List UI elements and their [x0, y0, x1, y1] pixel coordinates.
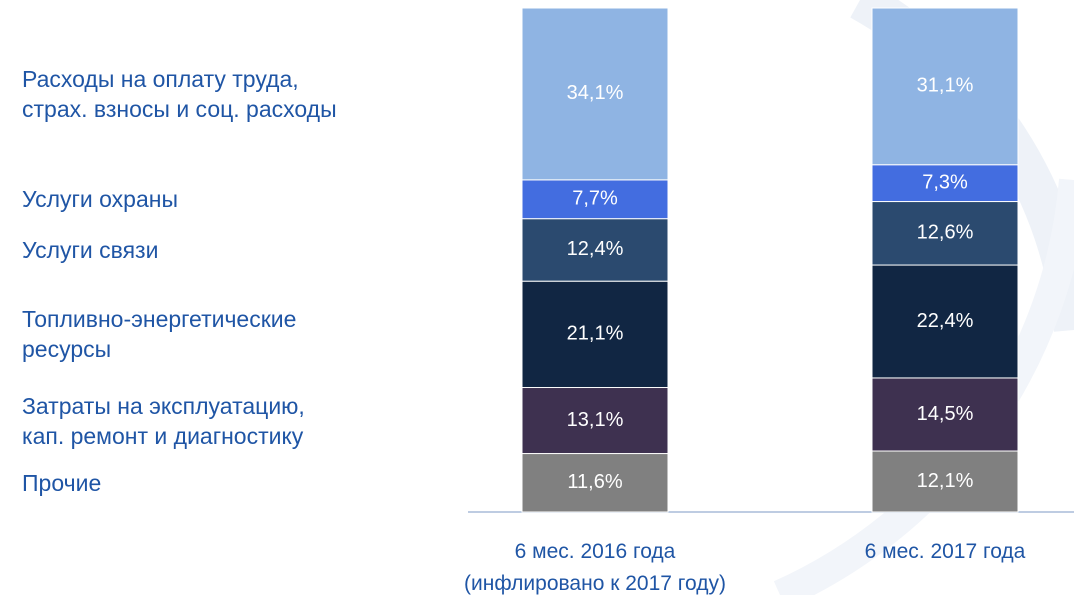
bar-segment [521, 179, 669, 220]
data-label: 7,3% [922, 171, 968, 193]
legend-label: Топливно-энергетические ресурсы [22, 306, 297, 363]
bar-segment [871, 450, 1019, 513]
data-label: 14,5% [917, 403, 974, 425]
x-tick-label: 6 мес. 2016 года (инфлировано к 2017 год… [464, 540, 726, 595]
legend-label: Расходы на оплату труда, страх. взносы и… [22, 65, 337, 122]
data-label: 12,4% [567, 238, 624, 260]
bar-segment [521, 453, 669, 513]
data-label: 13,1% [567, 409, 624, 431]
bar-segment [521, 387, 669, 455]
bar-segment [871, 164, 1019, 203]
bar-segment [871, 7, 1019, 166]
bar-segment [521, 280, 669, 389]
bar-segment [521, 218, 669, 282]
legend-label: Услуги связи [22, 236, 159, 263]
legend-label: Услуги охраны [22, 186, 178, 213]
legend-label: Затраты на эксплуатацию, кап. ремонт и д… [22, 392, 305, 449]
bar-segment [521, 7, 669, 181]
data-label: 21,1% [567, 323, 624, 345]
bar-segment [871, 377, 1019, 452]
bar-segment [871, 264, 1019, 379]
data-label: 7,7% [572, 188, 618, 210]
data-label: 11,6% [567, 471, 622, 493]
data-label: 12,1% [917, 470, 974, 492]
data-label: 34,1% [567, 82, 624, 104]
data-label: 31,1% [917, 75, 974, 97]
data-label: 22,4% [917, 310, 974, 332]
x-tick-label: 6 мес. 2017 года [864, 540, 1026, 563]
bar-segment [871, 201, 1019, 266]
legend-label: Прочие [22, 469, 102, 496]
data-label: 12,6% [917, 222, 974, 244]
